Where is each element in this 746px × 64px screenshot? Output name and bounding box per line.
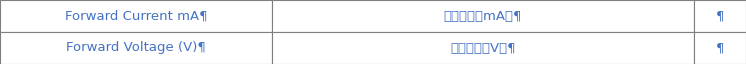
Text: 正向电流（mA）¶: 正向电流（mA）¶ <box>444 9 522 23</box>
Text: ¶: ¶ <box>715 9 724 23</box>
Text: 正向电压（V）¶: 正向电压（V）¶ <box>451 41 515 55</box>
Text: Forward Current mA¶: Forward Current mA¶ <box>65 9 207 23</box>
Bar <box>0 32 272 64</box>
Bar <box>694 0 746 32</box>
Bar <box>0 0 272 32</box>
Text: ¶: ¶ <box>715 41 724 55</box>
Bar <box>272 32 694 64</box>
Bar <box>272 0 694 32</box>
Bar <box>694 32 746 64</box>
Text: Forward Voltage (V)¶: Forward Voltage (V)¶ <box>66 41 206 55</box>
